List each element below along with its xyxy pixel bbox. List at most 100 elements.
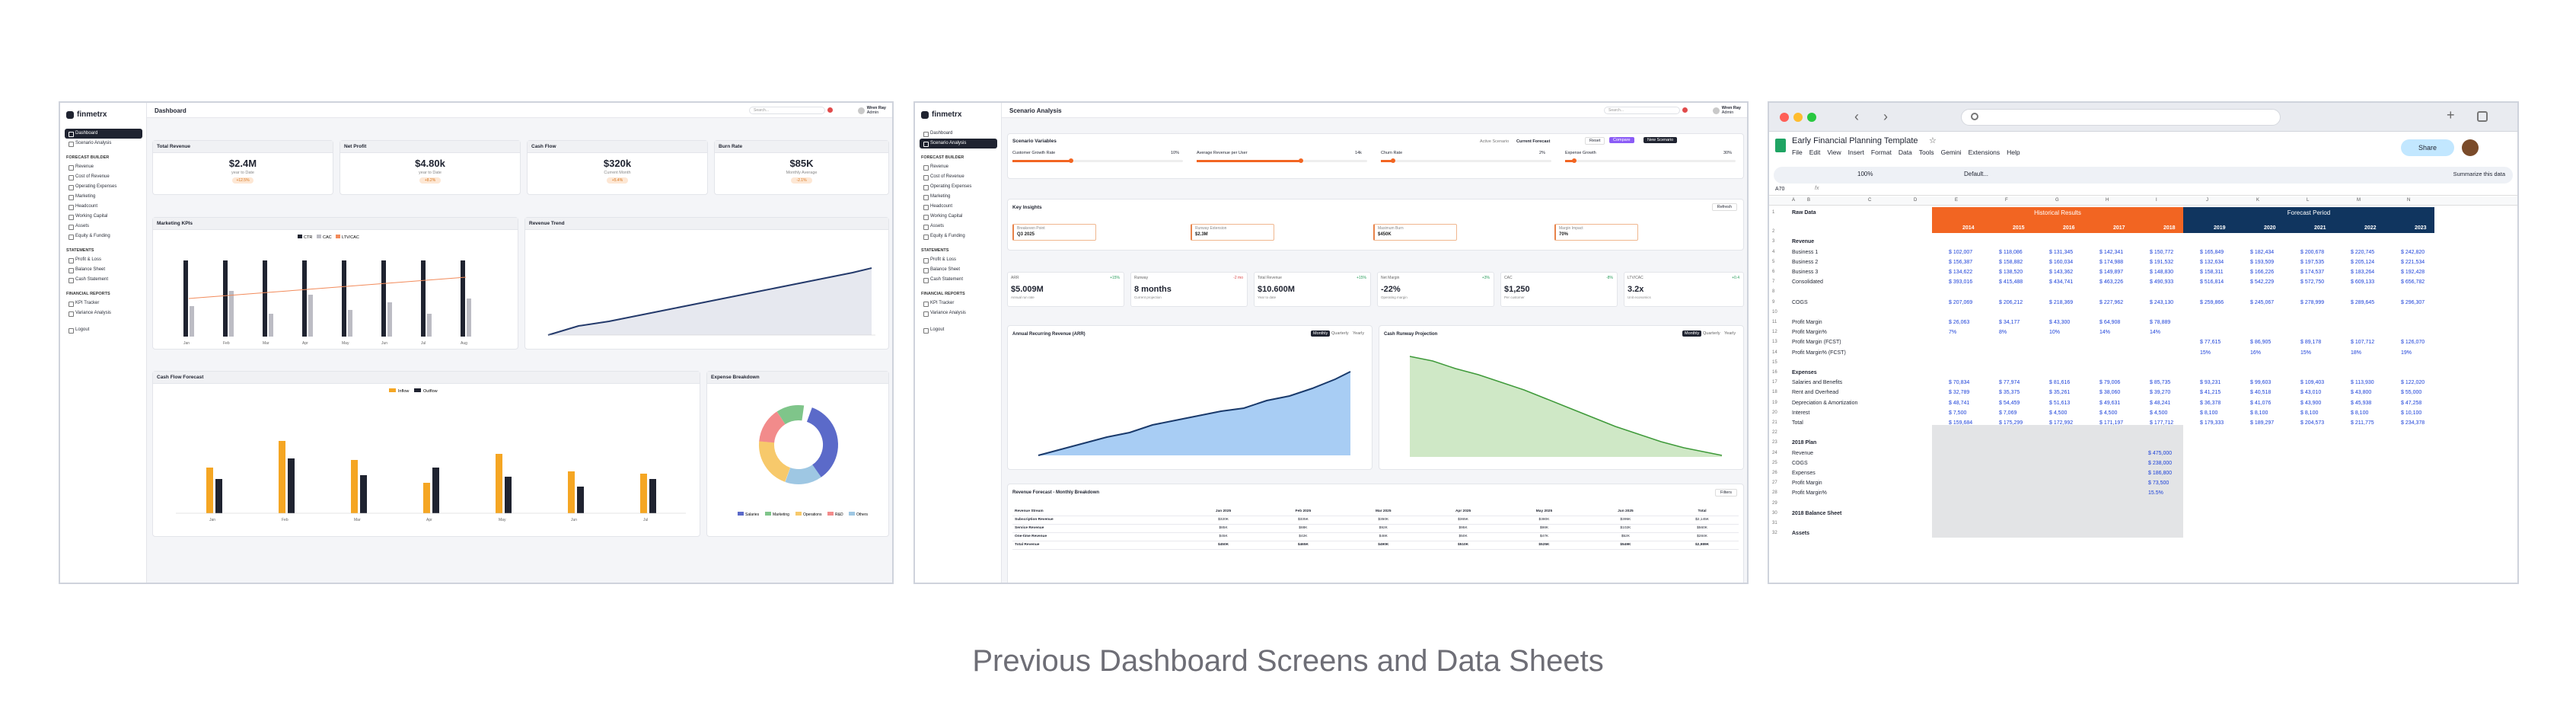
row-number[interactable]: 9 — [1772, 299, 1775, 305]
cell-historical[interactable]: $ 48,241 — [2150, 400, 2171, 406]
cell-historical[interactable]: $ 207,069 — [1949, 299, 1973, 305]
cell-forecast[interactable]: $ 189,297 — [2250, 420, 2275, 426]
row-label[interactable]: Raw Data — [1792, 210, 1816, 216]
row-label[interactable]: Business 3 — [1792, 270, 1819, 275]
cell-historical[interactable]: $ 143,362 — [2049, 270, 2074, 275]
row-number[interactable]: 17 — [1772, 380, 1777, 385]
column-header[interactable]: J — [2206, 198, 2208, 203]
cell-historical[interactable]: $ 159,684 — [1949, 420, 1973, 426]
column-header[interactable]: K — [2256, 198, 2260, 203]
cell-forecast[interactable]: $ 8,100 — [2300, 410, 2319, 416]
cell-historical[interactable]: $ 171,197 — [2099, 420, 2124, 426]
column-header[interactable]: M — [2357, 198, 2361, 203]
cell-historical[interactable]: $ 85,735 — [2150, 380, 2171, 386]
cell-historical[interactable]: $ 34,177 — [1999, 320, 2020, 325]
cell-forecast[interactable]: $ 542,229 — [2250, 279, 2275, 286]
row-number[interactable]: 18 — [1772, 390, 1777, 395]
column-header[interactable]: L — [2307, 198, 2310, 203]
row-label[interactable]: Depreciation & Amortization — [1792, 400, 1858, 406]
column-header[interactable]: H — [2106, 198, 2109, 203]
font-select[interactable]: Default... — [1964, 171, 1989, 177]
cell-forecast[interactable]: $ 211,775 — [2351, 420, 2374, 426]
nav-variance-analysis[interactable]: Variance Analysis — [65, 308, 142, 318]
cell-forecast[interactable]: 18% — [2351, 350, 2362, 356]
row-number[interactable]: 22 — [1772, 430, 1777, 436]
cell-historical[interactable]: 10% — [2049, 330, 2061, 336]
cell-historical[interactable]: $ 177,712 — [2150, 420, 2174, 426]
cell-historical[interactable]: $ 54,459 — [1999, 400, 2020, 406]
row-number[interactable]: 16 — [1772, 370, 1777, 375]
cell-historical[interactable]: $ 7,069 — [1999, 410, 2017, 416]
cell-historical[interactable]: $ 26,063 — [1949, 320, 1970, 325]
nav-equity-funding[interactable]: Equity & Funding — [65, 231, 142, 241]
nav-headcount[interactable]: Headcount — [920, 202, 997, 212]
cell-historical[interactable]: $ 77,974 — [1999, 380, 2020, 386]
cell-historical[interactable]: $ 490,933 — [2150, 279, 2174, 286]
row-label[interactable]: Profit Margin (FCST) — [1792, 340, 1841, 346]
cell-forecast[interactable]: $ 158,311 — [2200, 270, 2224, 275]
toggle-monthly[interactable]: Monthly — [1311, 330, 1331, 337]
cell-forecast[interactable]: $ 126,070 — [2401, 340, 2425, 346]
cell-historical[interactable]: $ 78,889 — [2150, 320, 2171, 325]
row-label[interactable]: Revenue — [1792, 450, 1814, 456]
row-number[interactable]: 5 — [1772, 259, 1775, 264]
row-label[interactable]: Profit Margin% — [1792, 490, 1827, 497]
row-number[interactable]: 27 — [1772, 481, 1777, 486]
nav-working-capital[interactable]: Working Capital — [920, 212, 997, 222]
menu-insert[interactable]: Insert — [1848, 148, 1864, 156]
cell-forecast[interactable]: $ 278,999 — [2300, 299, 2325, 305]
column-header[interactable]: I — [2156, 198, 2157, 203]
cell-historical[interactable]: $ 156,387 — [1949, 259, 1973, 265]
cell-forecast[interactable]: $ 8,100 — [2250, 410, 2268, 416]
row-label[interactable]: Total — [1792, 420, 1803, 426]
maximize-dot-icon[interactable] — [1807, 113, 1816, 122]
column-header[interactable]: G — [2055, 198, 2059, 203]
cell-historical[interactable]: $ 175,299 — [1999, 420, 2023, 426]
document-title[interactable]: Early Financial Planning Template — [1792, 136, 1918, 145]
row-number[interactable]: 2 — [1772, 229, 1775, 235]
cell-forecast[interactable]: $ 609,133 — [2351, 279, 2375, 286]
column-header[interactable]: C — [1868, 198, 1872, 203]
cell-historical[interactable]: $ 142,341 — [2099, 249, 2124, 255]
cell-forecast[interactable]: $ 572,750 — [2300, 279, 2325, 286]
cell-historical[interactable]: $ 134,622 — [1949, 270, 1973, 275]
row-number[interactable]: 10 — [1772, 309, 1777, 315]
nav-balance-sheet[interactable]: Balance Sheet — [920, 265, 997, 275]
row-number[interactable]: 30 — [1772, 510, 1777, 516]
nav-equity-funding[interactable]: Equity & Funding — [920, 231, 997, 241]
row-label[interactable]: COGS — [1792, 299, 1808, 305]
cell-forecast[interactable]: $ 242,820 — [2401, 249, 2425, 255]
menu-gemini[interactable]: Gemini — [1940, 148, 1962, 156]
cell-historical[interactable]: $ 7,500 — [1949, 410, 1967, 416]
cell-historical[interactable]: $ 172,992 — [2049, 420, 2074, 426]
row-number[interactable]: 7 — [1772, 279, 1775, 285]
cell-historical[interactable]: $ 227,962 — [2099, 299, 2124, 305]
cell-forecast[interactable]: $ 192,428 — [2401, 270, 2425, 275]
close-dot-icon[interactable] — [1780, 113, 1789, 122]
menu-view[interactable]: View — [1827, 148, 1841, 156]
menu-edit[interactable]: Edit — [1809, 148, 1821, 156]
user-menu[interactable]: Wren Ray Admin — [857, 106, 886, 115]
cell-historical[interactable]: $ 102,007 — [1949, 249, 1973, 255]
row-number[interactable]: 24 — [1772, 450, 1777, 455]
compare-button[interactable]: Compare — [1609, 137, 1634, 143]
cell-forecast[interactable]: $ 8,100 — [2200, 410, 2218, 416]
cell-historical[interactable]: $ 51,613 — [2049, 400, 2071, 406]
tabs-icon[interactable] — [2477, 111, 2488, 122]
cell-historical[interactable]: $ 149,897 — [2099, 270, 2124, 275]
nav-scenario-analysis[interactable]: Scenario Analysis — [920, 139, 997, 148]
cell-forecast[interactable]: $ 204,573 — [2300, 420, 2325, 426]
nav-kpi-tracker[interactable]: KPI Tracker — [65, 299, 142, 308]
cell-historical[interactable]: $ 148,830 — [2150, 270, 2174, 275]
row-label[interactable]: Profit Margin — [1792, 320, 1822, 325]
row-label[interactable]: Interest — [1792, 410, 1810, 416]
menu-file[interactable]: File — [1792, 148, 1803, 156]
row-number[interactable]: 28 — [1772, 490, 1777, 496]
row-number[interactable]: 1 — [1772, 210, 1775, 215]
cell-forecast[interactable]: $ 77,615 — [2200, 340, 2221, 346]
cell-forecast[interactable]: $ 193,509 — [2250, 259, 2275, 265]
cell-forecast[interactable]: $ 55,000 — [2401, 390, 2422, 396]
slider-expense[interactable] — [1565, 158, 1736, 163]
address-bar[interactable] — [1961, 109, 2281, 126]
forward-arrow-icon[interactable]: › — [1883, 109, 1888, 124]
